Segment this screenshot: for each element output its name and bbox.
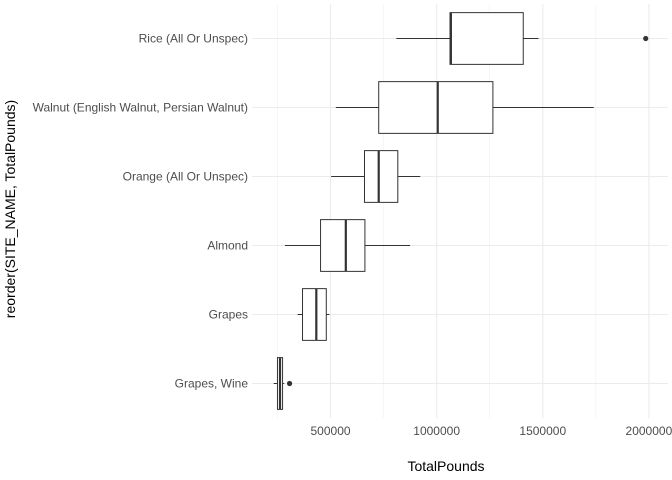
iqr-box — [320, 219, 366, 272]
x-tick-labels: 500000 1000000 1500000 2000000 — [311, 424, 672, 438]
y-tick-labels: Grapes, Wine Grapes Almond Orange (All Or U… — [33, 32, 249, 391]
box-1 — [297, 288, 330, 341]
box-series — [273, 12, 649, 410]
iqr-box — [378, 81, 494, 134]
box-4 — [335, 81, 594, 134]
x-tick-label: 2000000 — [626, 424, 672, 438]
x-tick-label: 1500000 — [519, 424, 566, 438]
y-tick-label: Grapes, Wine — [175, 377, 249, 391]
x-tick-label: 500000 — [311, 424, 351, 438]
outlier-point — [286, 380, 293, 387]
x-tick-label: 1000000 — [413, 424, 460, 438]
box-2 — [284, 219, 411, 272]
iqr-box — [449, 12, 524, 65]
y-tick-label: Orange (All Or Unspec) — [123, 170, 248, 184]
y-tick-label: Rice (All Or Unspec) — [139, 32, 248, 46]
iqr-box — [302, 288, 327, 341]
y-tick-label: Almond — [207, 239, 248, 253]
y-tick-label: Grapes — [209, 308, 248, 322]
iqr-box — [363, 150, 399, 203]
box-5 — [396, 12, 649, 65]
outlier-point — [643, 35, 649, 42]
x-axis-title: TotalPounds — [407, 458, 484, 474]
y-axis-title: reorder(SITE_NAME, TotalPounds) — [2, 100, 18, 318]
box-3 — [331, 150, 421, 203]
box-0 — [273, 357, 293, 410]
y-tick-label: Walnut (English Walnut, Persian Walnut) — [33, 101, 248, 115]
